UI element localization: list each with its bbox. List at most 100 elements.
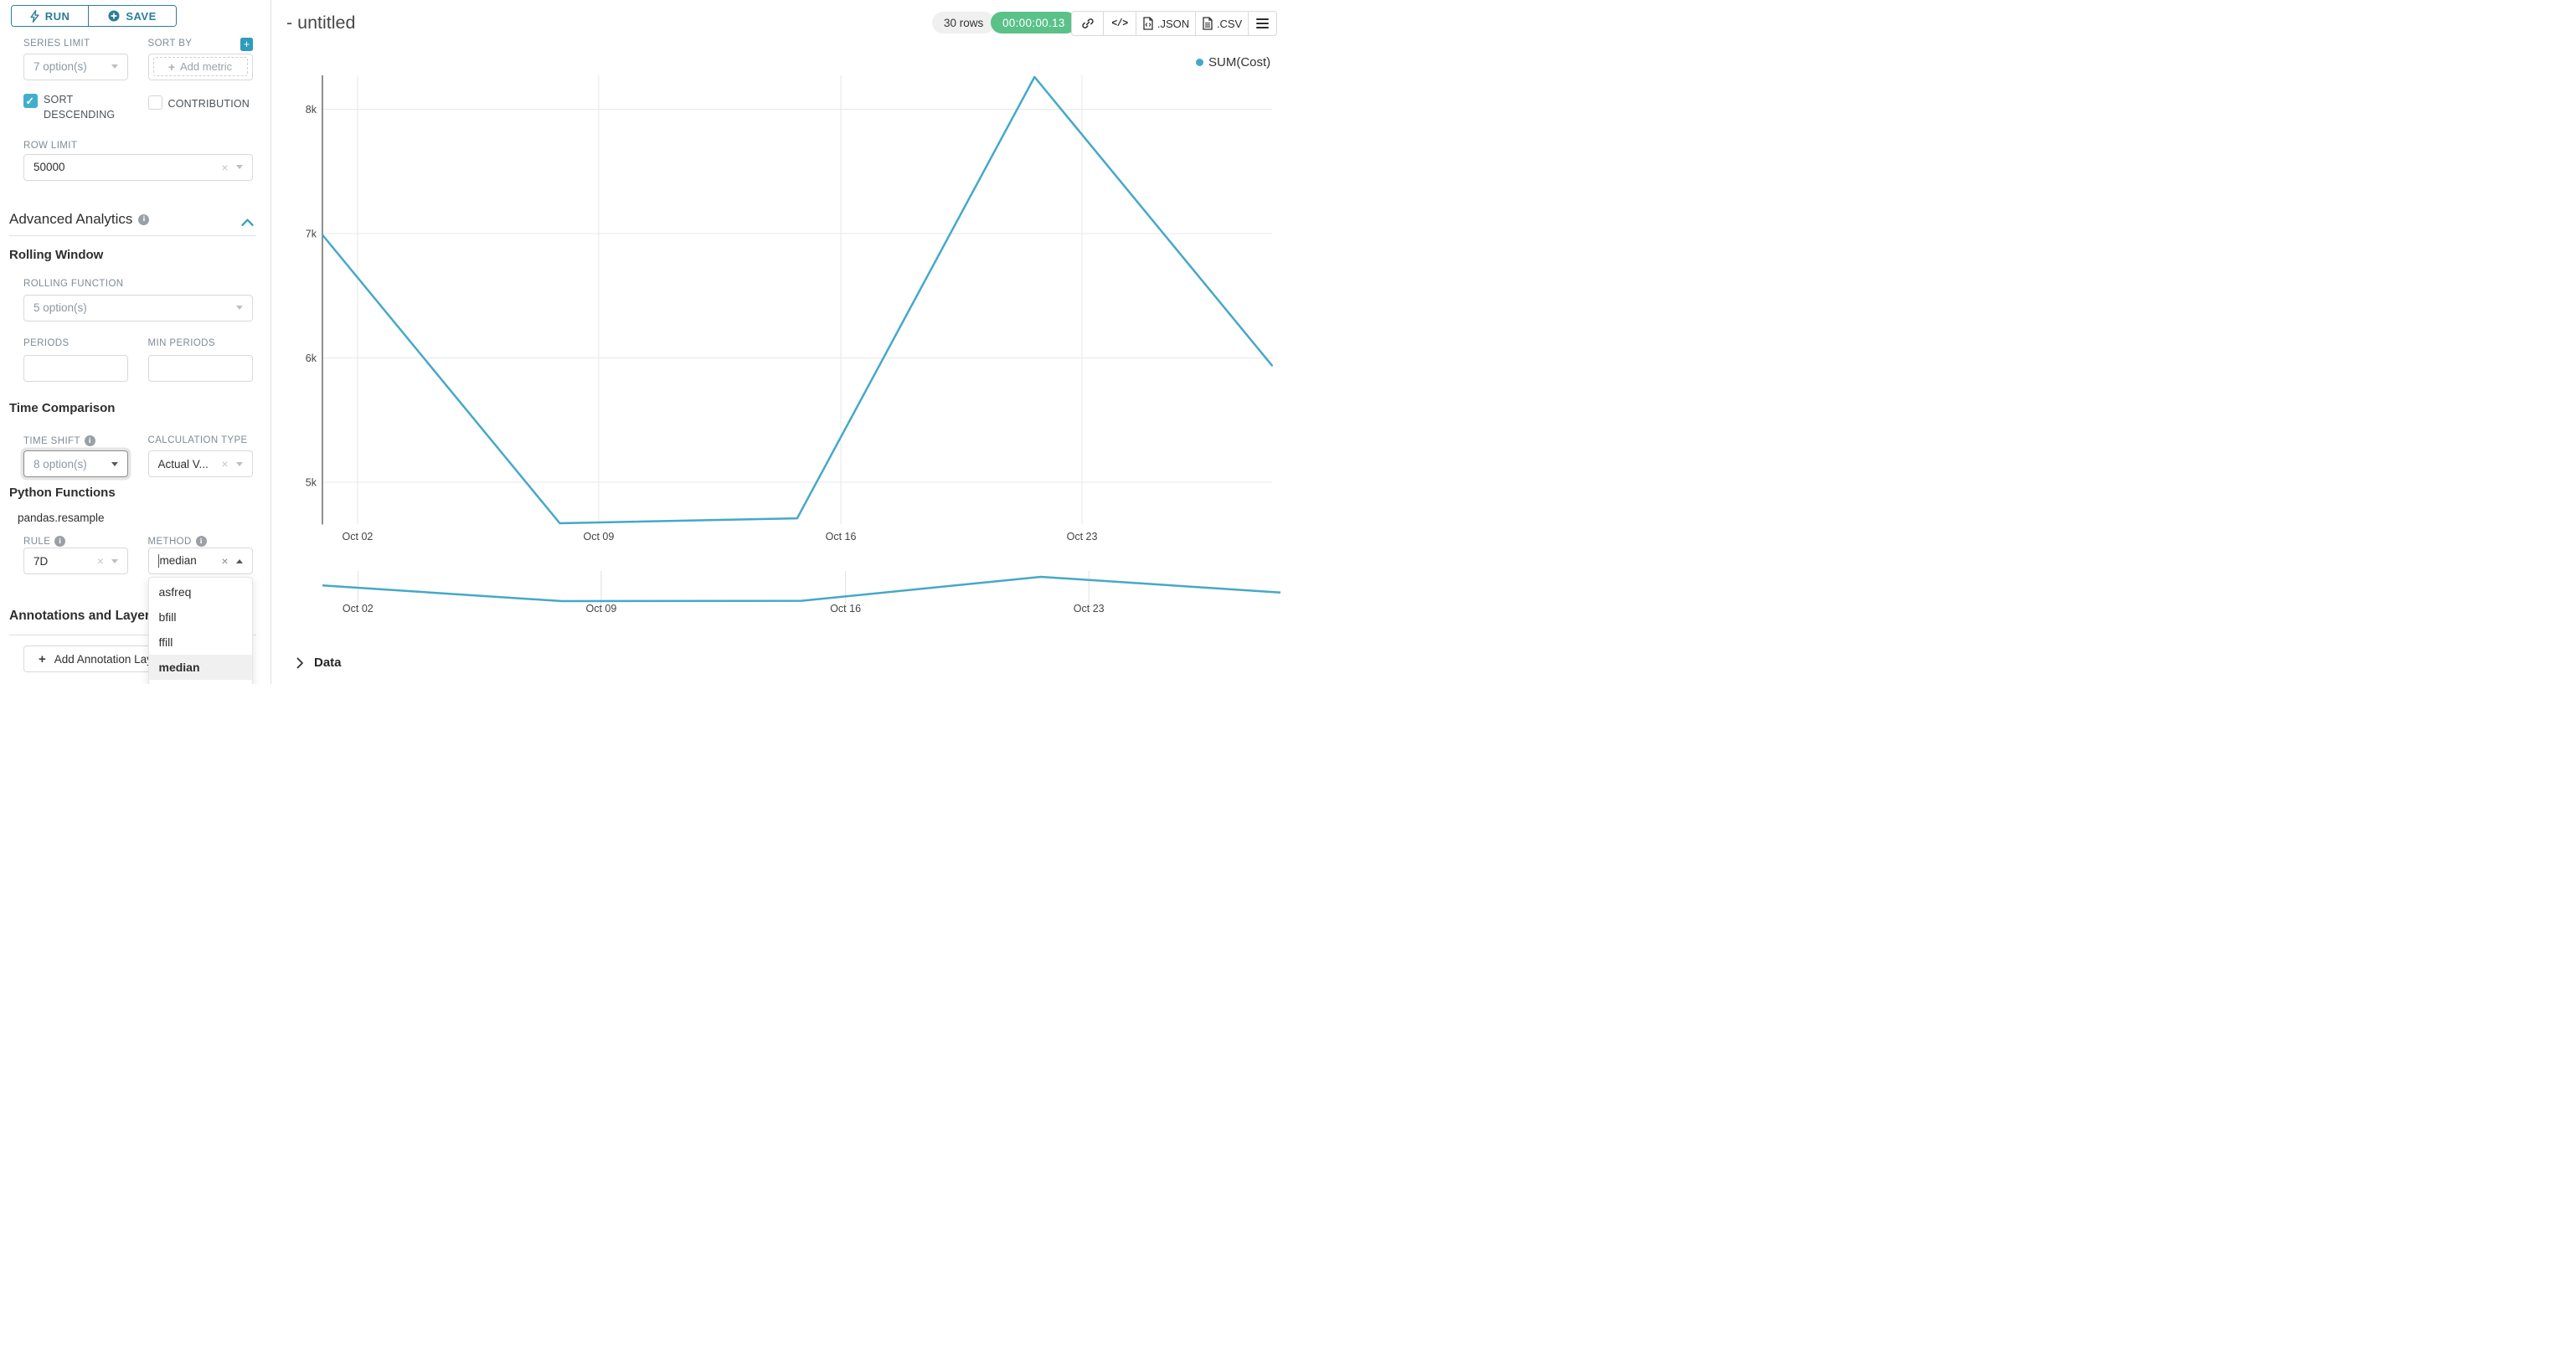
rule-label: RULE i [23, 536, 66, 547]
export-button-group: </> .JSON .CSV [1071, 11, 1277, 36]
method-select[interactable]: median × [147, 548, 253, 574]
advanced-analytics-title: Advanced Analytics [9, 211, 133, 227]
rule-select[interactable]: 7D × [23, 548, 128, 574]
chart-area: - untitled 30 rows 00:00:00.13 </> .JSON… [271, 0, 1288, 684]
info-icon[interactable]: i [195, 536, 207, 547]
rolling-function-label: ROLLING FUNCTION [23, 279, 124, 289]
add-annotation-label: Add Annotation Layer [54, 652, 162, 666]
series-limit-select[interactable]: 7 option(s) [23, 53, 128, 80]
timeseries-line-chart[interactable]: 8k 7k 6k 5k Oct 02 Oct 02 Oct 09 Oct 09 Oct 16 Oc… [271, 46, 1288, 632]
advanced-analytics-header: Advanced Analytics i [9, 211, 150, 228]
time-shift-label: TIME SHIFT i [23, 435, 95, 446]
rolling-function-select[interactable]: 5 option(s) [23, 294, 253, 321]
min-periods-input[interactable] [147, 354, 253, 382]
sort-by-label: SORT BY [147, 39, 193, 49]
legend-label: SUM(Cost) [1208, 55, 1271, 69]
rolling-window-title: Rolling Window [9, 248, 104, 262]
time-shift-value: 8 option(s) [33, 457, 87, 471]
time-shift-select[interactable]: 8 option(s) [23, 450, 128, 477]
add-sort-metric-button[interactable]: + [240, 38, 253, 51]
method-option[interactable]: asfreq [158, 585, 192, 599]
chevron-down-icon [111, 64, 118, 69]
clear-icon[interactable]: × [221, 457, 229, 471]
text-cursor [157, 554, 159, 568]
section-divider [9, 235, 256, 236]
lightning-icon [30, 9, 39, 23]
chart-legend[interactable]: SUM(Cost) [1196, 55, 1270, 69]
chevron-down-icon [111, 461, 118, 466]
code-icon: </> [1111, 18, 1128, 29]
svg-text:Oct 09: Oct 09 [584, 531, 615, 543]
info-icon[interactable]: i [84, 435, 95, 446]
contribution-label: CONTRIBUTION [167, 98, 250, 110]
run-button[interactable]: RUN [12, 6, 89, 26]
collapse-section-button[interactable] [241, 215, 254, 230]
method-dropdown: asfreq bfill ffill median [147, 577, 253, 684]
svg-text:Oct 02: Oct 02 [343, 531, 374, 543]
file-code-icon [1143, 17, 1153, 30]
legend-dot-icon [1196, 59, 1203, 66]
file-lines-icon [1203, 17, 1213, 30]
save-button-label: SAVE [126, 9, 157, 23]
calculation-type-value: Actual V... [157, 457, 209, 471]
method-option[interactable]: median [148, 655, 252, 680]
chevron-up-icon [241, 219, 254, 226]
svg-text:Oct 23: Oct 23 [1074, 603, 1105, 615]
method-value: median [157, 553, 197, 568]
method-option[interactable]: ffill [158, 635, 173, 649]
run-save-button-group: RUN SAVE [11, 5, 177, 27]
chevron-right-icon [296, 657, 303, 668]
chart-title[interactable]: - untitled [286, 13, 356, 33]
info-icon[interactable]: i [138, 213, 150, 225]
method-label: METHOD i [148, 536, 207, 547]
contribution-checkbox[interactable] [147, 95, 162, 110]
clear-icon[interactable]: × [221, 160, 229, 174]
data-panel-toggle[interactable]: Data [296, 656, 342, 670]
svg-text:Oct 02: Oct 02 [343, 603, 374, 615]
export-json-button[interactable]: .JSON [1136, 12, 1195, 35]
python-function-name: pandas.resample [18, 512, 105, 524]
clear-icon[interactable]: × [96, 554, 104, 568]
svg-text:Oct 23: Oct 23 [1067, 531, 1098, 543]
calculation-type-label: CALCULATION TYPE [147, 435, 248, 445]
sort-by-control[interactable]: + Add metric [147, 53, 253, 80]
info-icon[interactable]: i [54, 536, 66, 547]
python-functions-title: Python Functions [9, 486, 116, 500]
svg-text:6k: 6k [306, 352, 317, 364]
clear-icon[interactable]: × [221, 554, 229, 568]
sort-descending-checkbox[interactable] [23, 94, 38, 108]
export-csv-label: .CSV [1216, 17, 1243, 30]
chevron-down-icon [235, 461, 243, 466]
calculation-type-select[interactable]: Actual V... × [147, 450, 253, 477]
row-limit-label: ROW LIMIT [23, 141, 78, 151]
chevron-up-icon [235, 558, 243, 563]
method-option[interactable]: bfill [158, 610, 177, 624]
export-json-label: .JSON [1157, 17, 1190, 30]
chart-menu-button[interactable] [1248, 12, 1276, 35]
chevron-down-icon [111, 558, 118, 563]
export-csv-button[interactable]: .CSV [1195, 12, 1248, 35]
rule-value: 7D [33, 554, 49, 568]
plus-circle-icon [108, 10, 120, 22]
chevron-down-icon [235, 165, 243, 169]
save-button[interactable]: SAVE [88, 6, 176, 26]
annotations-title: Annotations and Layers [9, 609, 157, 623]
svg-text:Oct 16: Oct 16 [826, 531, 857, 543]
rows-badge: 30 rows [932, 12, 996, 33]
series-limit-label: SERIES LIMIT [23, 39, 90, 49]
share-link-button[interactable] [1072, 12, 1103, 35]
explore-page: RUN SAVE SERIES LIMIT SORT BY + 7 option… [0, 0, 1288, 684]
query-timer-badge: 00:00:00.13 [991, 12, 1077, 33]
plus-icon: + [39, 651, 46, 666]
row-limit-select[interactable]: 50000 × [23, 153, 253, 181]
link-icon [1081, 18, 1094, 28]
series-limit-value: 7 option(s) [33, 60, 87, 73]
sort-descending-label: SORT DESCENDING [44, 94, 116, 121]
svg-text:5k: 5k [306, 477, 317, 489]
chevron-down-icon [235, 306, 243, 310]
add-metric-placeholder: Add metric [180, 60, 233, 73]
add-metric-dropzone[interactable]: + Add metric [152, 57, 248, 76]
periods-input[interactable] [23, 354, 128, 382]
view-query-button[interactable]: </> [1103, 12, 1136, 35]
time-comparison-title: Time Comparison [9, 401, 116, 415]
